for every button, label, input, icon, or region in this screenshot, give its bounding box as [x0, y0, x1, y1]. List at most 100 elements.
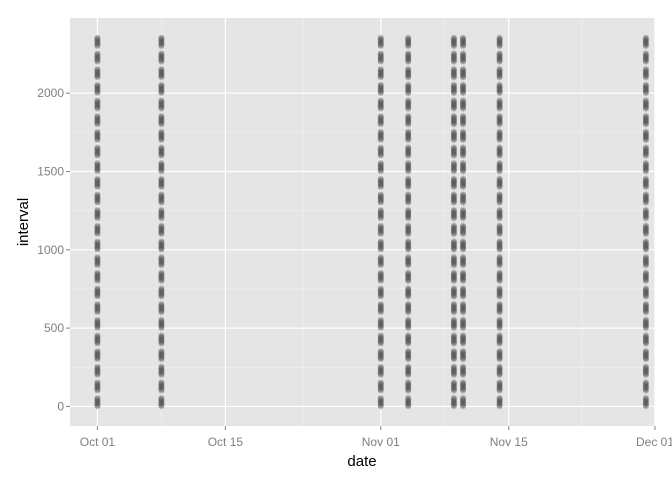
data-point: [377, 322, 384, 329]
data-point: [405, 275, 412, 282]
data-point: [405, 277, 412, 284]
data-point: [450, 36, 457, 43]
data-point: [450, 71, 457, 78]
data-point: [450, 259, 457, 266]
data-point: [496, 368, 503, 375]
data-point: [450, 350, 457, 357]
data-point: [405, 177, 412, 184]
data-point: [642, 274, 649, 281]
data-point: [158, 98, 165, 105]
data-point: [158, 215, 165, 222]
data-point: [450, 336, 457, 343]
data-point: [94, 213, 101, 220]
data-point: [405, 37, 412, 44]
data-point: [642, 352, 649, 359]
data-point: [450, 182, 457, 189]
data-point: [94, 337, 101, 344]
data-point: [158, 401, 165, 408]
data-point: [377, 128, 384, 135]
data-point: [158, 144, 165, 151]
data-point: [377, 117, 384, 124]
data-point: [94, 209, 101, 216]
data-point: [496, 81, 503, 88]
data-point: [496, 293, 503, 300]
data-point: [405, 81, 412, 88]
data-point: [94, 89, 101, 96]
data-point: [158, 242, 165, 249]
data-point: [450, 121, 457, 128]
data-point: [405, 43, 412, 50]
data-point: [377, 115, 384, 122]
data-point: [405, 116, 412, 123]
data-point: [405, 350, 412, 357]
data-point: [94, 260, 101, 267]
data-point: [94, 112, 101, 119]
data-point: [450, 206, 457, 213]
data-point: [496, 112, 503, 119]
x-tick-label: Oct 01: [80, 435, 116, 449]
data-point: [496, 275, 503, 282]
data-point: [158, 161, 165, 168]
data-point: [94, 372, 101, 379]
data-point: [158, 105, 165, 112]
data-point: [158, 72, 165, 79]
data-point: [460, 289, 467, 296]
data-point: [377, 398, 384, 405]
data-point: [405, 401, 412, 408]
data-point: [94, 300, 101, 307]
data-point: [377, 245, 384, 252]
data-point: [460, 370, 467, 377]
data-point: [450, 43, 457, 50]
data-point: [460, 199, 467, 206]
data-point: [450, 37, 457, 44]
data-point: [642, 400, 649, 407]
data-point: [496, 350, 503, 357]
data-point: [377, 273, 384, 280]
data-point: [450, 325, 457, 332]
data-point: [158, 102, 165, 109]
data-point: [158, 69, 165, 76]
data-point: [460, 278, 467, 285]
data-point: [450, 222, 457, 229]
data-point: [460, 364, 467, 371]
data-point: [94, 116, 101, 123]
data-point: [158, 105, 165, 112]
data-point: [377, 41, 384, 48]
data-point: [405, 254, 412, 261]
data-point: [405, 256, 412, 263]
data-point: [158, 302, 165, 309]
data-point: [405, 150, 412, 157]
data-point: [496, 305, 503, 312]
data-point: [94, 177, 101, 184]
data-point: [450, 113, 457, 120]
data-point: [94, 115, 101, 122]
data-point: [496, 240, 503, 247]
data-point: [460, 176, 467, 183]
data-point: [158, 386, 165, 393]
data-point: [405, 257, 412, 264]
data-point: [377, 286, 384, 293]
data-point: [405, 86, 412, 93]
data-point: [460, 42, 467, 49]
data-point: [496, 386, 503, 393]
data-point: [94, 51, 101, 58]
data-point: [460, 66, 467, 73]
data-point: [496, 130, 503, 137]
data-point: [450, 332, 457, 339]
data-point: [405, 85, 412, 92]
data-point: [377, 120, 384, 127]
data-point: [94, 255, 101, 262]
data-point: [405, 69, 412, 76]
data-point: [158, 352, 165, 359]
data-point: [158, 130, 165, 137]
data-point: [158, 144, 165, 151]
data-point: [460, 365, 467, 372]
data-point: [405, 258, 412, 265]
data-point: [94, 288, 101, 295]
data-point: [496, 400, 503, 407]
data-point: [405, 292, 412, 299]
data-point: [94, 396, 101, 403]
data-point: [460, 209, 467, 216]
data-point: [377, 260, 384, 267]
data-point: [377, 166, 384, 173]
